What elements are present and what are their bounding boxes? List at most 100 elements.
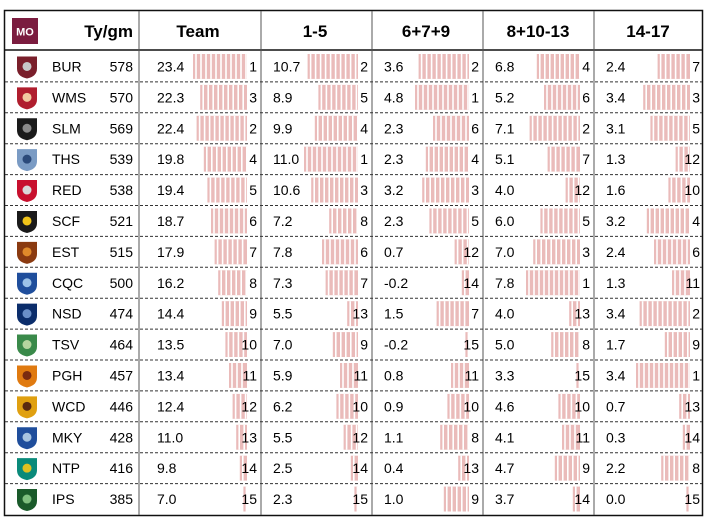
table-row: SLM 569 22.4 2 9.9 4 2.3 6 7.1 2 3.1 5	[5, 115, 702, 145]
rank-bar-g2	[447, 393, 469, 419]
rank-g3: 15	[574, 367, 590, 383]
tries-per-game: 538	[110, 182, 134, 198]
value-g3: 7.8	[495, 275, 515, 291]
rank-bar-g3	[558, 393, 580, 419]
rank-g4: 5	[692, 120, 700, 136]
rank-g4: 3	[692, 89, 700, 105]
table-row: WMS 570 22.3 3 8.9 5 4.8 1 5.2 6 3.4 3	[5, 84, 702, 114]
rank-g3: 2	[582, 120, 590, 136]
rank-bar-g3	[551, 332, 580, 357]
rank-g4: 6	[692, 244, 700, 260]
team-code: WMS	[52, 89, 86, 105]
team-logo-emblem-icon	[22, 247, 32, 257]
value-g2: 0.7	[384, 244, 404, 260]
rank-team: 12	[241, 398, 257, 414]
rank-bar-g1	[336, 393, 358, 419]
rank-g1: 3	[360, 182, 368, 198]
rank-g1: 15	[352, 491, 368, 507]
rank-g4: 9	[692, 337, 700, 353]
rank-g4: 4	[692, 213, 700, 229]
rank-bar-g4	[636, 363, 690, 388]
tries-per-game: 578	[110, 58, 134, 74]
value-team: 11.0	[157, 429, 183, 445]
header-g2: 6+7+9	[402, 22, 450, 41]
header-g4: 14-17	[626, 22, 669, 41]
rank-g1: 2	[360, 58, 368, 74]
rank-g4: 15	[684, 491, 700, 507]
rank-g1: 14	[352, 460, 368, 476]
value-team: 17.9	[157, 244, 184, 260]
value-g2: -0.2	[384, 275, 408, 291]
rank-bar-g4	[679, 393, 690, 419]
rank-g4: 7	[692, 58, 700, 74]
rank-g1: 12	[352, 429, 368, 445]
rank-bar-g3	[576, 363, 580, 388]
value-g2: 0.8	[384, 367, 404, 383]
rank-bar-g1	[314, 115, 358, 141]
rank-g1: 9	[360, 337, 368, 353]
value-g3: 6.0	[495, 213, 515, 229]
table-row: RED 538 19.4 5 10.6 3 3.2 3 4.0 12 1.6 10	[5, 177, 702, 206]
value-g2: -0.2	[384, 337, 408, 353]
rank-g2: 6	[471, 120, 479, 136]
rank-bar-g3	[569, 301, 580, 327]
value-team: 22.3	[157, 89, 184, 105]
badge-mo-label: MO	[16, 27, 34, 39]
rank-bar-g2	[425, 146, 469, 172]
header-g1: 1-5	[303, 22, 328, 41]
value-g4: 3.2	[606, 213, 626, 229]
value-g2: 1.5	[384, 306, 404, 322]
rank-g1: 13	[352, 306, 368, 322]
badge-mo	[12, 18, 38, 44]
rank-g1: 8	[360, 213, 368, 229]
value-g2: 0.4	[384, 460, 404, 476]
value-g2: 3.2	[384, 182, 404, 198]
rank-bar-team	[236, 424, 247, 450]
value-team: 19.8	[157, 151, 184, 167]
tries-per-game: 446	[110, 398, 134, 414]
tries-per-game: 457	[110, 367, 134, 383]
rank-g1: 7	[360, 275, 368, 291]
value-g4: 3.1	[606, 120, 626, 136]
value-team: 16.2	[157, 275, 184, 291]
tries-per-game: 515	[110, 244, 134, 260]
value-g4: 0.7	[606, 398, 626, 414]
value-g3: 4.7	[495, 460, 515, 476]
rank-g1: 1	[360, 151, 368, 167]
rank-g3: 14	[574, 491, 590, 507]
table-row: NSD 474 14.4 9 5.5 13 1.5 7 4.0 13 3.4 2	[5, 301, 702, 330]
rank-bar-team	[203, 146, 247, 172]
rank-g3: 4	[582, 58, 590, 74]
value-g1: 5.9	[273, 367, 293, 383]
tries-per-game: 500	[110, 275, 134, 291]
team-code: THS	[52, 151, 80, 167]
rank-g1: 6	[360, 244, 368, 260]
rank-g1: 5	[360, 89, 368, 105]
team-code: PGH	[52, 367, 82, 383]
value-g4: 2.4	[606, 58, 626, 74]
team-code: EST	[52, 244, 80, 260]
value-g4: 1.6	[606, 182, 626, 198]
team-code: IPS	[52, 491, 75, 507]
value-g1: 9.9	[273, 120, 293, 136]
value-g2: 4.8	[384, 89, 404, 105]
rank-g2: 15	[463, 337, 479, 353]
team-logo-emblem-icon	[22, 123, 32, 133]
team-logo-emblem-icon	[22, 154, 32, 164]
tries-per-game: 474	[110, 306, 134, 322]
team-logo-emblem-icon	[22, 216, 32, 226]
team-logo-emblem-icon	[22, 401, 32, 411]
value-g2: 2.3	[384, 213, 404, 229]
rank-g3: 7	[582, 151, 590, 167]
value-g1: 7.3	[273, 275, 293, 291]
value-g1: 8.9	[273, 89, 293, 105]
value-g3: 4.0	[495, 182, 515, 198]
rank-bar-g2	[440, 424, 469, 450]
team-logo-emblem-icon	[22, 278, 32, 288]
rank-g2: 7	[471, 306, 479, 322]
rank-g3: 3	[582, 244, 590, 260]
rank-g3: 5	[582, 213, 590, 229]
value-team: 18.7	[157, 213, 184, 229]
rank-g3: 10	[574, 398, 590, 414]
